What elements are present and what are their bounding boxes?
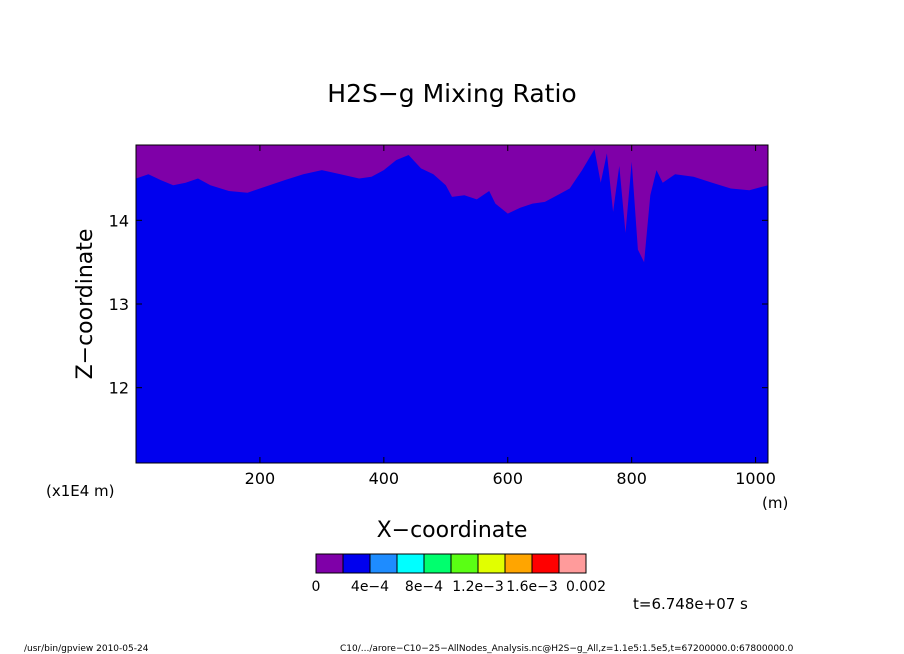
colorbar-label: 4e−4 [351, 579, 389, 595]
colorbar-label: 0.002 [566, 579, 606, 595]
colorbar-labels: 0 4e−4 8e−4 1.2e−3 1.6e−3 0.002 [312, 579, 607, 595]
colorbar-swatch [558, 553, 587, 574]
colorbar-swatch [315, 553, 344, 574]
x-tick-label: 600 [492, 469, 523, 488]
colorbar-swatch [342, 553, 371, 574]
colorbar-label: 1.2e−3 [452, 579, 504, 595]
x-tick-label: 200 [245, 469, 276, 488]
colorbar-swatch [369, 553, 398, 574]
colorbar-swatch [396, 553, 425, 574]
colorbar-swatch [423, 553, 452, 574]
colorbar-label: 0 [312, 579, 321, 595]
x-tick-label: 800 [616, 469, 647, 488]
plot-area: 200 400 600 800 1000 12 13 14 [109, 144, 776, 488]
colorbar-swatch [450, 553, 479, 574]
y-tick-label: 14 [109, 211, 129, 230]
colorbar-swatch [477, 553, 506, 574]
colorbar-swatch [531, 553, 560, 574]
colorbar-label: 1.6e−3 [506, 579, 558, 595]
colorbar-label: 8e−4 [405, 579, 443, 595]
x-tick-label: 400 [369, 469, 400, 488]
y-axis-units: (x1E4 m) [46, 482, 115, 500]
y-tick-label: 12 [109, 379, 129, 398]
x-tick-label: 1000 [735, 469, 776, 488]
region-level-2e-4 [136, 149, 768, 463]
chart-title: H2S−g Mixing Ratio [327, 79, 576, 108]
y-axis-label: Z−coordinate [73, 229, 98, 380]
y-axis-ticks: 12 13 14 [109, 211, 768, 398]
x-axis-label: X−coordinate [377, 518, 528, 543]
time-label: t=6.748e+07 s [633, 595, 748, 613]
colorbar [315, 553, 587, 574]
y-tick-label: 13 [109, 295, 129, 314]
footer-left: /usr/bin/gpview 2010-05-24 [24, 644, 149, 654]
x-axis-units: (m) [762, 494, 788, 512]
x-axis-ticks: 200 400 600 800 1000 [245, 145, 776, 488]
footer-right: C10/.../arore−C10−25−AllNodes_Analysis.n… [340, 644, 794, 654]
colorbar-swatch [504, 553, 533, 574]
